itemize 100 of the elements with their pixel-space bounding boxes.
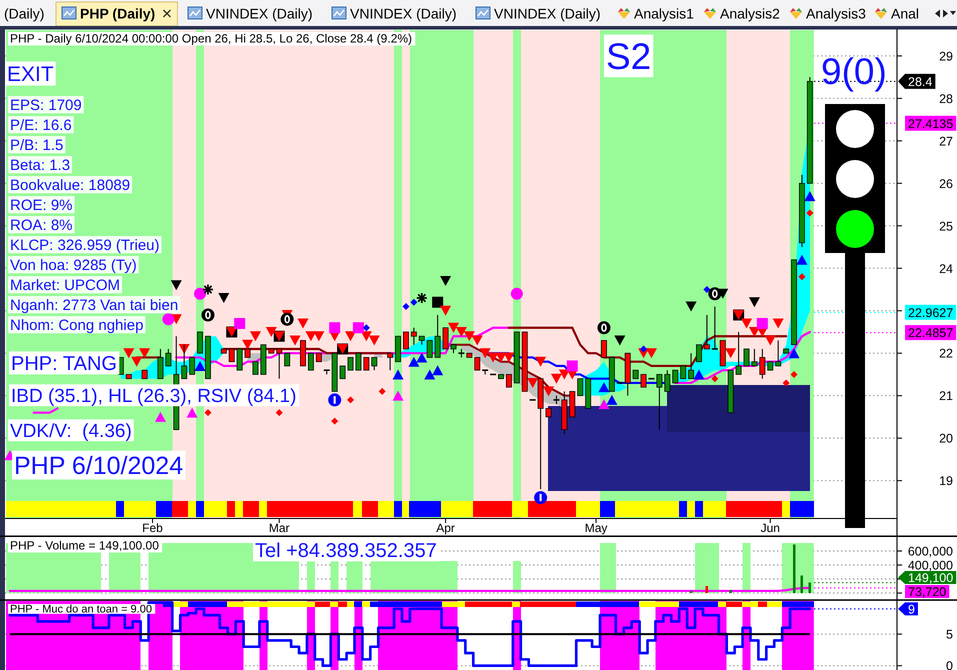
candlestick: [696, 344, 702, 362]
bar: [729, 590, 732, 594]
annotation: P/B: 1.5: [10, 137, 64, 154]
x-tick-label: Feb: [142, 521, 164, 535]
point: [234, 318, 246, 329]
bar: [690, 590, 692, 594]
point: [550, 374, 562, 384]
y-tick-label: 26: [939, 176, 954, 191]
bar: [706, 586, 708, 594]
candlestick: [759, 348, 766, 380]
point: [362, 324, 370, 332]
x-tick-label: Apr: [436, 521, 455, 535]
point: [154, 412, 166, 422]
annotation: PHP 6/10/2024: [14, 452, 184, 480]
point: [782, 379, 790, 386]
y-tick-label: 22: [939, 346, 954, 361]
point: [806, 210, 814, 217]
annotation: PHP: TANG: [11, 353, 117, 375]
candlestick: [426, 340, 433, 358]
point: [440, 306, 452, 316]
annotation: Nganh: 2773 Van tai bien: [10, 297, 178, 314]
point: [424, 369, 436, 380]
ref-line-label: 22.9627: [908, 306, 954, 320]
candlestick: [252, 361, 258, 375]
ref-line-label: 22.4857: [908, 326, 954, 340]
ref-line-label: 27.4135: [908, 116, 954, 131]
y-tick-label: 25: [939, 219, 954, 234]
text: Analysis2: [720, 6, 780, 22]
point: [788, 348, 800, 358]
candlestick: [506, 374, 512, 388]
point: [741, 318, 752, 328]
y-tick-label: 5: [946, 628, 954, 642]
candlestick: [680, 366, 686, 380]
point: [804, 191, 816, 202]
point: [392, 369, 404, 380]
point: [640, 345, 648, 352]
candlestick: [704, 314, 710, 350]
point: [606, 394, 618, 405]
candlestick: [236, 348, 243, 371]
candlestick: [410, 327, 417, 346]
bar: [792, 544, 796, 594]
point: [472, 335, 483, 346]
text: Analysis3: [806, 6, 866, 22]
candlestick: [751, 348, 758, 366]
y-tick-label: 24: [939, 262, 954, 276]
point: [218, 292, 230, 303]
annotation: ROA: 8%: [10, 217, 73, 234]
candlestick: [656, 374, 662, 430]
point: [480, 348, 491, 358]
candlestick: [442, 327, 449, 350]
point: [242, 340, 254, 350]
point: [329, 322, 340, 334]
y-tick-label: 28: [939, 92, 954, 106]
point: [772, 318, 784, 328]
candlestick: [340, 366, 346, 380]
chart-title: PHP - Daily 6/10/2024 00:00:00 Open 26, Hi 28.5, Lo 26, Close 28.4 (9.2%): [10, 32, 412, 46]
point: [448, 322, 459, 333]
candlestick: [284, 352, 290, 366]
annotation: Von hoa: 9285 (Ty): [10, 257, 137, 274]
point: [527, 378, 538, 388]
point: [748, 297, 760, 308]
point: [352, 322, 364, 334]
point: [328, 393, 342, 406]
bar: [808, 582, 812, 594]
point: [725, 348, 736, 358]
candlestick: [601, 340, 607, 358]
candlestick: [276, 348, 282, 380]
text: VNINDEX (Daily): [350, 6, 457, 22]
ref-line-label: 149,100: [908, 571, 954, 585]
y-tick-label: 600,000: [908, 544, 954, 559]
candlestick: [736, 331, 742, 375]
candlestick: [434, 314, 441, 358]
y-tick-label: 29: [939, 49, 954, 64]
candlestick: [640, 374, 647, 388]
point: [416, 352, 428, 362]
ref-line-label: 9: [908, 602, 915, 616]
point: [534, 491, 548, 504]
bar: [800, 576, 804, 594]
x-tick-label: May: [584, 521, 608, 535]
candlestick: [688, 352, 694, 380]
point: [360, 331, 372, 342]
point: [276, 409, 283, 416]
y-tick-label: 19: [939, 474, 954, 488]
y-tick-label: 27: [939, 134, 954, 148]
point: [345, 331, 356, 342]
annotation: Market: UPCOM: [10, 277, 120, 294]
point: [510, 288, 523, 300]
point: [535, 356, 546, 367]
candlestick: [228, 348, 235, 362]
point: [402, 302, 410, 310]
point: [598, 382, 610, 392]
candlestick: [387, 352, 394, 371]
y-tick-label: 21: [939, 389, 954, 404]
point: [464, 331, 475, 342]
candlestick: [403, 332, 409, 350]
candlestick: [157, 348, 164, 380]
point: [543, 386, 554, 396]
point: [139, 348, 150, 358]
candlestick: [664, 370, 670, 392]
point: [408, 356, 420, 367]
